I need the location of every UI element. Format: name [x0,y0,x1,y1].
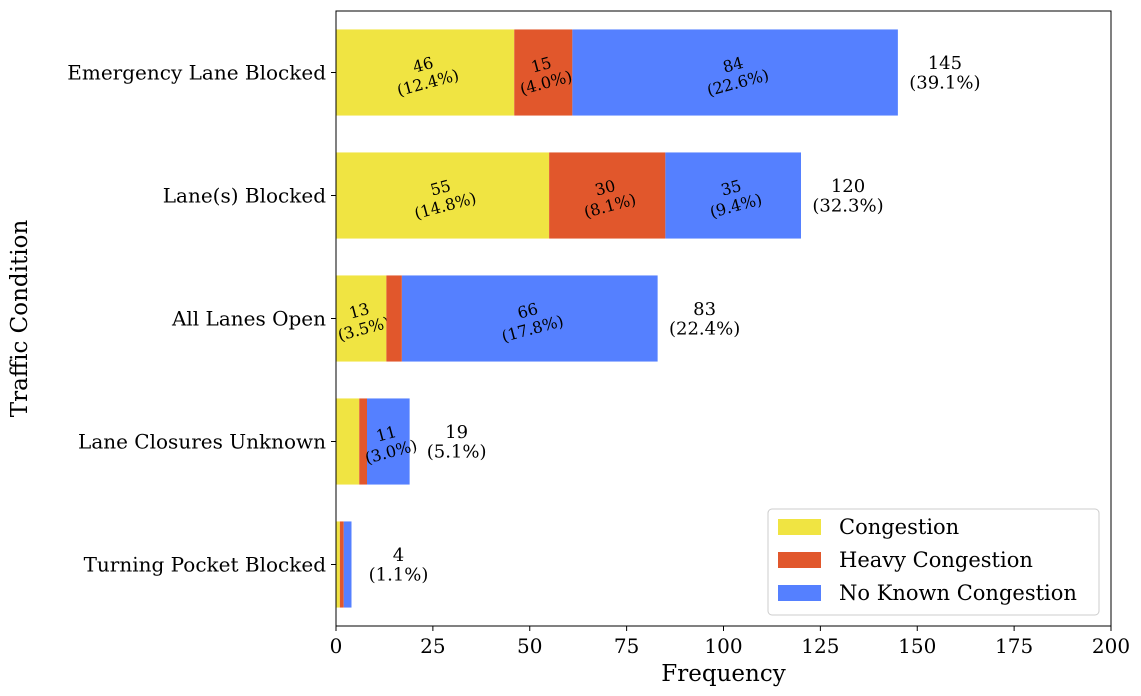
legend-swatch [778,519,821,535]
legend-label: No Known Congestion [839,581,1077,605]
legend-swatch [778,552,821,568]
legend-swatch [778,585,821,601]
total-count: 120 [831,176,865,197]
bar-segment [665,152,801,239]
y-tick-label: Lane Closures Unknown [78,430,326,454]
total-percent: (5.1%) [427,442,487,463]
bar-segment [514,29,573,116]
bars-group: 46(12.4%)15(4.0%)84(22.6%)145 (39.1%)55(1… [336,29,980,608]
x-axis-title: Frequency [661,661,785,687]
legend-label: Heavy Congestion [839,548,1033,572]
total-percent: (39.1%) [909,73,980,94]
bar-segment [359,398,367,485]
total-percent: (1.1%) [369,565,429,586]
legend: Congestion Heavy Congestion No Known Conge… [767,508,1100,616]
total-percent: (22.4%) [669,319,740,340]
bar-segment [549,152,666,239]
y-tick-label: Turning Pocket Blocked [84,553,327,577]
legend-box [767,508,1100,616]
x-tick-label: 25 [420,634,445,658]
x-tick-label: 0 [330,634,343,658]
x-tick-label: 175 [995,634,1033,658]
segment-count: 66 [515,299,540,323]
bar-segment [367,398,410,485]
bar-segment [336,29,515,116]
total-count: 4 [393,545,404,566]
x-tick-label: 150 [898,634,936,658]
bar-segment [386,275,402,362]
bar-segment [401,275,658,362]
y-tick-label: Lane(s) Blocked [163,184,326,208]
segment-count: 55 [428,176,453,200]
segment-count: 13 [347,299,372,323]
total-data-label: 145 (39.1%) [909,53,980,94]
segment-count: 11 [374,422,399,446]
bar-segment [339,521,344,608]
y-tick-label: All Lanes Open [171,307,326,331]
x-tick-label: 75 [614,634,639,658]
bar-segment [336,275,387,362]
total-data-label: 19 (5.1%) [427,422,487,463]
x-tick-label: 100 [704,634,742,658]
x-tick-label: 50 [517,634,542,658]
x-tick-label: 200 [1092,634,1130,658]
bar-segment [336,521,340,608]
total-data-label: 120 (32.3%) [812,176,883,217]
x-tick-label: 125 [801,634,839,658]
bar-segment [572,29,898,116]
bar-segment [336,152,550,239]
y-tick-label: Emergency Lane Blocked [67,61,326,85]
y-axis-title: Traffic Condition [7,220,33,418]
segment-count: 46 [411,53,436,77]
total-count: 83 [693,299,716,320]
legend-label: Congestion [839,515,959,539]
segment-count: 15 [529,53,554,77]
total-data-label: 83 (22.4%) [669,299,740,340]
total-percent: (32.3%) [812,196,883,217]
bar-segment [336,398,360,485]
x-axis: 0 25 50 75 100 125 150 175 200 [330,626,1130,658]
bar-segment [343,521,352,608]
total-count: 19 [445,422,468,443]
segment-count: 84 [721,53,746,77]
total-count: 145 [928,53,962,74]
total-data-label: 4 (1.1%) [369,545,429,586]
y-axis: Emergency Lane Blocked Lane(s) Blocked All… [67,61,336,577]
segment-count: 35 [719,176,744,200]
segment-count: 30 [593,176,618,200]
